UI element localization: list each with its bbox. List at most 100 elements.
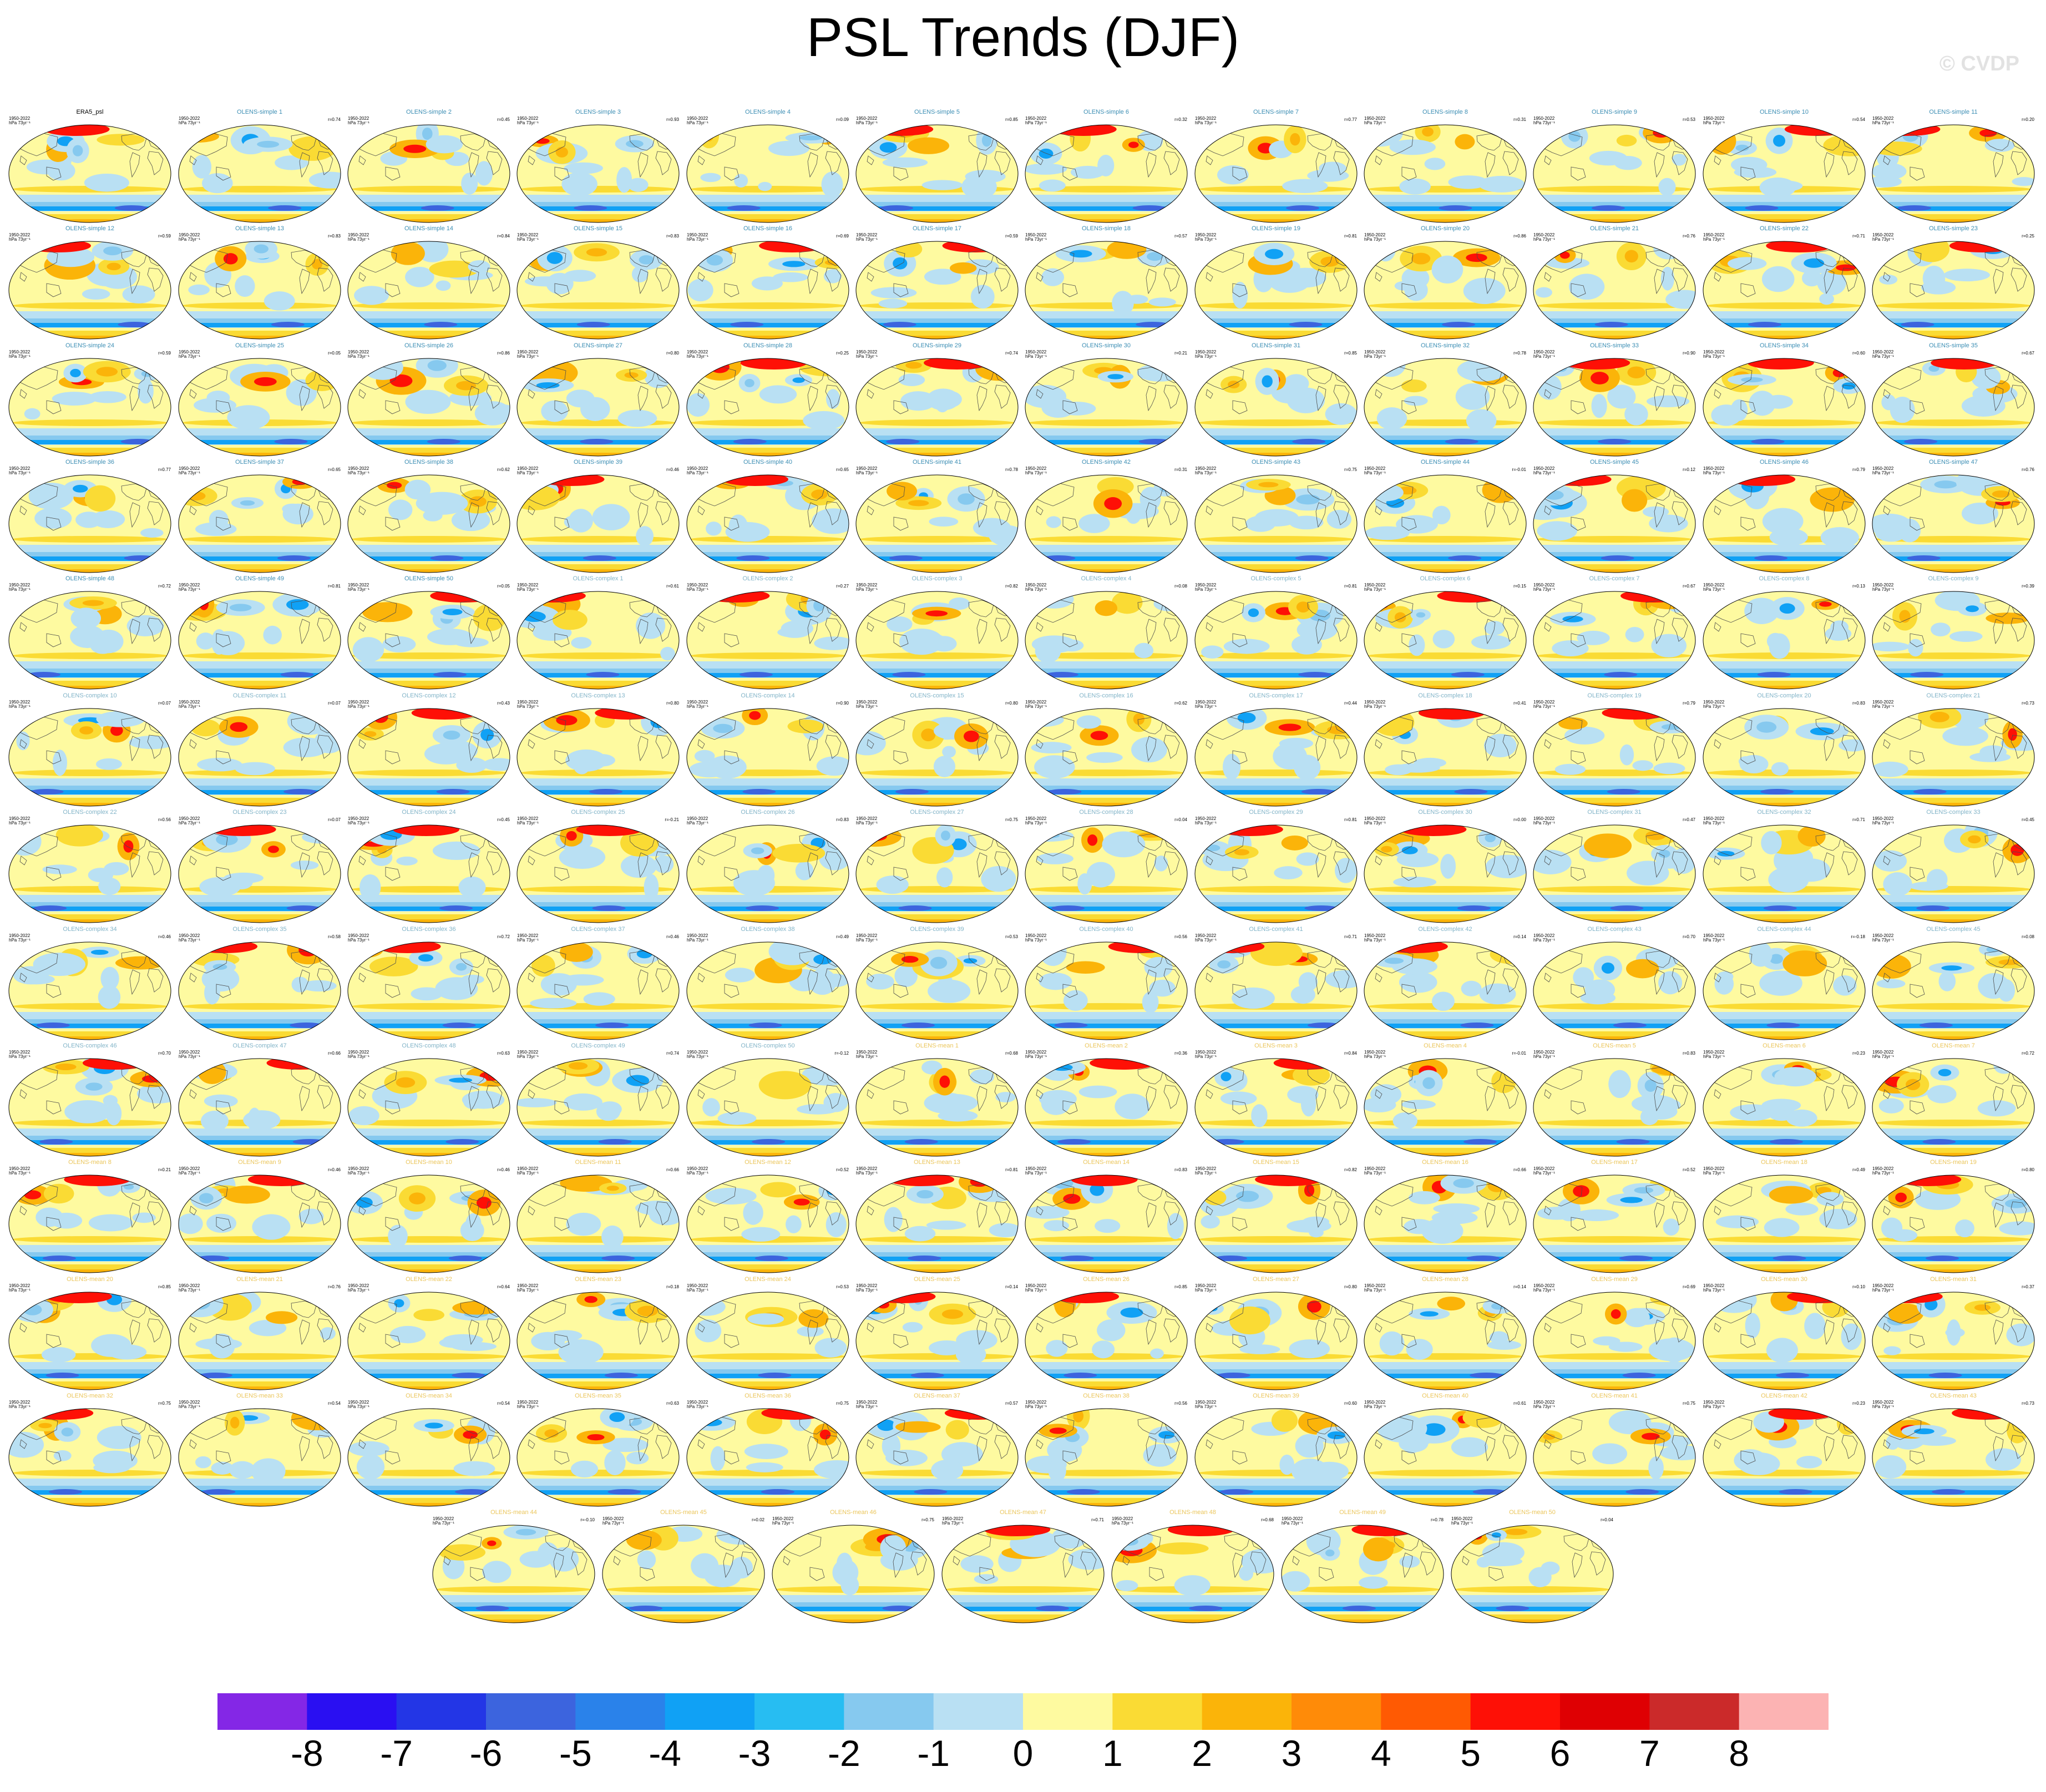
world-map	[602, 1525, 765, 1623]
panel-correlation: r=0.84	[1344, 1051, 1357, 1056]
panel-correlation: r=0.81	[1344, 234, 1357, 239]
panel-years: 1950-2022	[517, 933, 539, 938]
panel-years: 1950-2022	[1703, 466, 1725, 471]
world-map	[1025, 824, 1188, 923]
panel-title: OLENS-mean 42	[1761, 1393, 1807, 1399]
panel-units: hPa 73yr⁻¹	[1364, 354, 1386, 359]
world-map	[347, 241, 510, 340]
panel-title: OLENS-complex 29	[1249, 809, 1303, 816]
panel-correlation: r=0.09	[836, 117, 849, 122]
colorbar-tick-label: 8	[1729, 1733, 1750, 1774]
panel-olens-simple-4: OLENS-simple 4 1950-2022 hPa 73yr⁻¹ r=0.09	[686, 109, 850, 226]
panel-years: 1950-2022	[1533, 232, 1555, 237]
panel-correlation: r=0.84	[497, 234, 510, 239]
panel-olens-complex-36: OLENS-complex 36 1950-2022 hPa 73yr⁻¹ r=0.7…	[347, 926, 511, 1044]
panel-olens-simple-7: OLENS-simple 7 1950-2022 hPa 73yr⁻¹ r=0.77	[1194, 109, 1358, 226]
panel-correlation: r=0.71	[1091, 1517, 1104, 1522]
panel-title: OLENS-mean 23	[575, 1276, 621, 1283]
world-map	[347, 824, 510, 923]
panel-correlation: r=0.23	[1852, 1051, 1865, 1056]
panel-correlation: r=0.31	[1513, 117, 1526, 122]
colorbar-tick-label: 7	[1639, 1733, 1660, 1774]
panel-title: OLENS-simple 12	[65, 225, 115, 232]
panel-units: hPa 73yr⁻¹	[1703, 938, 1725, 943]
panel-title: OLENS-complex 3	[911, 575, 963, 582]
panel-years: 1950-2022	[517, 1283, 539, 1288]
panel-years: 1950-2022	[348, 1283, 369, 1288]
panel-olens-complex-9: OLENS-complex 9 1950-2022 hPa 73yr⁻¹ r=0.39	[1871, 575, 2035, 693]
panel-title: OLENS-simple 40	[743, 459, 793, 465]
panel-title: OLENS-mean 8	[68, 1159, 112, 1166]
panel-correlation: r=0.76	[328, 1284, 341, 1289]
panel-olens-complex-15: OLENS-complex 15 1950-2022 hPa 73yr⁻¹ r=0.8…	[855, 692, 1019, 810]
panel-olens-simple-28: OLENS-simple 28 1950-2022 hPa 73yr⁻¹ r=0.25	[686, 342, 850, 460]
panel-olens-simple-33: OLENS-simple 33 1950-2022 hPa 73yr⁻¹ r=0.90	[1532, 342, 1696, 460]
panel-years: 1950-2022	[1703, 116, 1725, 121]
panel-units: hPa 73yr⁻¹	[179, 1404, 200, 1409]
panel-units: hPa 73yr⁻¹	[687, 237, 708, 242]
panel-title: OLENS-mean 2	[1085, 1042, 1128, 1049]
panel-units: hPa 73yr⁻¹	[1703, 237, 1725, 242]
panel-correlation: r=0.21	[158, 1167, 171, 1172]
panel-units: hPa 73yr⁻¹	[1364, 938, 1386, 943]
panel-title: OLENS-complex 30	[1418, 809, 1472, 816]
panel-olens-complex-6: OLENS-complex 6 1950-2022 hPa 73yr⁻¹ r=0.15	[1363, 575, 1527, 693]
panel-olens-mean-35: OLENS-mean 35 1950-2022 hPa 73yr⁻¹ r=0.63	[516, 1393, 680, 1510]
world-map	[1703, 124, 1866, 223]
world-map	[1364, 241, 1527, 340]
world-map	[686, 1058, 849, 1157]
panel-title: OLENS-mean 7	[1932, 1042, 1975, 1049]
panel-units: hPa 73yr⁻¹	[348, 704, 369, 709]
panel-title: OLENS-mean 48	[1169, 1509, 1216, 1516]
panel-title: OLENS-complex 1	[573, 575, 624, 582]
panel-units: hPa 73yr⁻¹	[1195, 354, 1217, 359]
panel-units: hPa 73yr⁻¹	[9, 237, 31, 242]
panel-olens-simple-30: OLENS-simple 30 1950-2022 hPa 73yr⁻¹ r=0.21	[1024, 342, 1188, 460]
world-map	[1025, 358, 1188, 457]
panel-correlation: r=0.83	[1852, 701, 1865, 706]
world-map	[8, 241, 171, 340]
panel-olens-mean-29: OLENS-mean 29 1950-2022 hPa 73yr⁻¹ r=0.69	[1532, 1276, 1696, 1394]
world-map	[516, 824, 680, 923]
panel-units: hPa 73yr⁻¹	[1872, 938, 1894, 943]
panel-years: 1950-2022	[9, 1050, 31, 1055]
panel-years: 1950-2022	[1703, 350, 1725, 355]
panel-units: hPa 73yr⁻¹	[687, 1404, 708, 1409]
panel-olens-simple-37: OLENS-simple 37 1950-2022 hPa 73yr⁻¹ r=0.65	[178, 459, 342, 576]
panel-olens-mean-1: OLENS-mean 1 1950-2022 hPa 73yr⁻¹ r=0.68	[855, 1042, 1019, 1160]
panel-correlation: r=0.54	[328, 1401, 341, 1406]
world-map	[855, 241, 1019, 340]
world-map	[1111, 1525, 1274, 1623]
panel-olens-simple-9: OLENS-simple 9 1950-2022 hPa 73yr⁻¹ r=0.53	[1532, 109, 1696, 226]
colorbar-tick-label: -5	[559, 1733, 592, 1774]
panel-correlation: r=0.78	[1513, 351, 1526, 356]
panel-units: hPa 73yr⁻¹	[856, 1171, 878, 1176]
panel-title: OLENS-complex 2	[742, 575, 793, 582]
panel-olens-simple-15: OLENS-simple 15 1950-2022 hPa 73yr⁻¹ r=0.83	[516, 225, 680, 343]
world-map	[516, 1292, 680, 1390]
panel-years: 1950-2022	[348, 1050, 369, 1055]
panel-units: hPa 73yr⁻¹	[348, 587, 369, 592]
panel-olens-simple-1: OLENS-simple 1 1950-2022 hPa 73yr⁻¹ r=0.74	[178, 109, 342, 226]
panel-olens-complex-34: OLENS-complex 34 1950-2022 hPa 73yr⁻¹ r=0.4…	[8, 926, 172, 1044]
panel-olens-complex-20: OLENS-complex 20 1950-2022 hPa 73yr⁻¹ r=0.8…	[1702, 692, 1866, 810]
panel-olens-mean-6: OLENS-mean 6 1950-2022 hPa 73yr⁻¹ r=0.23	[1702, 1042, 1866, 1160]
panel-years: 1950-2022	[179, 232, 200, 237]
panel-olens-complex-42: OLENS-complex 42 1950-2022 hPa 73yr⁻¹ r=0.1…	[1363, 926, 1527, 1044]
panel-olens-simple-27: OLENS-simple 27 1950-2022 hPa 73yr⁻¹ r=0.80	[516, 342, 680, 460]
colorbar-box	[933, 1693, 1024, 1730]
panel-olens-complex-29: OLENS-complex 29 1950-2022 hPa 73yr⁻¹ r=0.8…	[1194, 809, 1358, 927]
panel-correlation: r=0.65	[836, 467, 849, 472]
panel-correlation: r=0.80	[1005, 701, 1018, 706]
panel-years: 1950-2022	[517, 466, 539, 471]
panel-correlation: r=0.83	[1683, 1051, 1695, 1056]
panel-title: OLENS-mean 18	[1761, 1159, 1807, 1166]
panel-units: hPa 73yr⁻¹	[1872, 237, 1894, 242]
panel-years: 1950-2022	[1872, 466, 1894, 471]
panel-units: hPa 73yr⁻¹	[942, 1521, 964, 1526]
panel-title: OLENS-complex 37	[571, 926, 625, 933]
colorbar-tick-label: -4	[649, 1733, 681, 1774]
panel-correlation: r=0.46	[497, 1167, 510, 1172]
panel-correlation: r=0.81	[1344, 817, 1357, 822]
panel-title: OLENS-complex 12	[402, 692, 456, 699]
